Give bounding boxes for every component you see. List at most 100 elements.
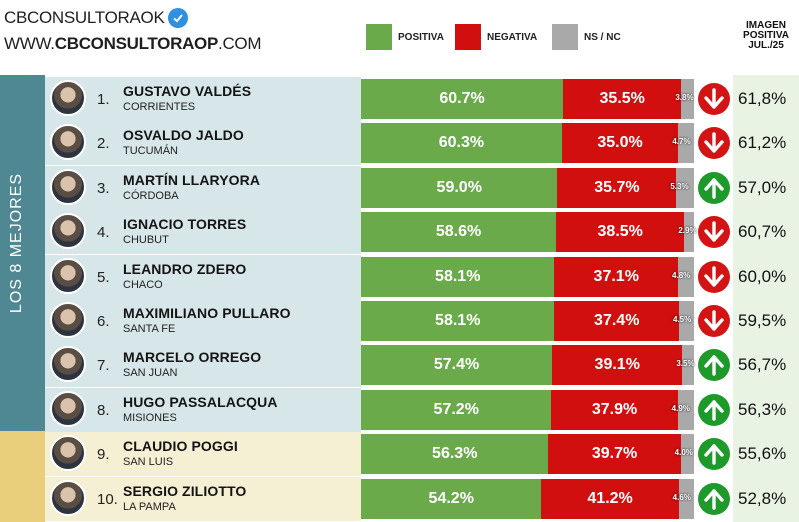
legend-swatch-positiva (366, 24, 392, 50)
arrow-up-icon (698, 438, 730, 471)
legend-label-negativa: NEGATIVA (487, 31, 538, 43)
legend-positiva: POSITIVA (366, 24, 444, 50)
bar-negativa-label: 37.4% (594, 312, 640, 329)
table-row: 7. MARCELO ORREGO SAN JUAN 57.4% 39.1% 3.5% 56… (45, 343, 799, 388)
row-background (45, 121, 361, 166)
verified-badge-icon (168, 8, 189, 28)
bar-negativa-label: 35.7% (594, 178, 640, 196)
bar-positiva: 56.3% (361, 434, 549, 475)
bar-nsnc (679, 301, 694, 341)
avatar (50, 435, 86, 472)
row-background (45, 299, 361, 343)
bar-positiva-label: 60.3% (438, 134, 485, 152)
stacked-bar: 58.1% 37.4% (361, 301, 694, 341)
arrow-down-icon (698, 216, 730, 249)
bar-nsnc-label: 4.7% (672, 137, 691, 147)
rank-number: 1. (97, 91, 110, 108)
legend-label-nsnc: NS / NC (584, 31, 621, 43)
table-row: 3. MARTÍN LLARYORA CÓRDOBA 59.0% 35.7% 5.3% 57… (45, 165, 799, 210)
bar-positiva-label: 57.4% (433, 356, 480, 374)
row-background (45, 387, 361, 432)
previous-positive-value: 61,2% (733, 121, 799, 166)
bar-positiva-label: 54.2% (428, 489, 474, 507)
table-row: 4. IGNACIO TORRES CHUBUT 58.6% 38.5% 2.9% 60,7… (45, 210, 799, 255)
previous-positive-value: 55,6% (733, 432, 799, 477)
bar-negativa: 37.9% (551, 389, 678, 430)
province-name: MISIONES (123, 411, 177, 424)
stacked-bar: 59.0% 35.7% (361, 167, 694, 208)
website-prefix: WWW. (4, 34, 55, 53)
bar-positiva: 54.2% (361, 478, 542, 519)
bar-positiva: 57.4% (361, 345, 553, 386)
avatar (50, 213, 86, 250)
rank-number: 9. (97, 446, 110, 464)
bar-nsnc (678, 478, 694, 519)
previous-positive-value: 60,7% (733, 210, 799, 255)
bar-nsnc (680, 434, 694, 475)
bar-nsnc-label: 5.3% (670, 181, 689, 191)
arrow-down-icon (698, 127, 730, 160)
previous-positive-value: 56,7% (733, 343, 799, 388)
governor-name: SERGIO ZILIOTTO (123, 482, 247, 499)
stacked-bar: 57.2% 37.9% (361, 389, 694, 430)
previous-image-header: IMAGEN POSITIVA JUL./25 (733, 21, 799, 51)
governor-name: CLAUDIO POGGI (123, 438, 238, 455)
bar-negativa-label: 35.0% (597, 134, 643, 152)
arrow-down-icon (698, 305, 730, 337)
table-row: 9. CLAUDIO POGGI SAN LUIS 56.3% 39.7% 4.0% 55,… (45, 432, 799, 477)
stacked-bar: 58.6% 38.5% (361, 212, 694, 253)
previous-positive-value: 57,0% (733, 165, 799, 210)
bar-nsnc (682, 345, 694, 386)
bar-positiva-label: 59.0% (436, 178, 482, 196)
brand-website: WWW.CBCONSULTORAOP.COM (4, 34, 262, 54)
bar-negativa: 38.5% (556, 212, 685, 253)
stacked-bar: 54.2% 41.2% (361, 478, 694, 519)
arrow-down-icon (698, 260, 730, 293)
legend-negativa: NEGATIVA (455, 24, 537, 50)
row-background (45, 210, 361, 255)
bar-nsnc-label: 3.5% (676, 359, 695, 369)
rank-number: 4. (97, 224, 110, 242)
bar-positiva: 58.1% (361, 256, 555, 297)
prev-header-line1: IMAGEN (746, 20, 786, 31)
governor-name: HUGO PASSALACQUA (123, 393, 278, 410)
row-background (45, 476, 361, 521)
bar-positiva-label: 58.1% (435, 312, 481, 329)
bar-negativa: 39.7% (548, 434, 681, 475)
bar-nsnc-label: 3.8% (675, 93, 694, 102)
previous-positive-value: 56,3% (733, 387, 799, 432)
rank-number: 2. (97, 135, 110, 153)
stacked-bar: 60.7% 35.5% (361, 79, 694, 119)
legend-swatch-nsnc (552, 24, 578, 50)
province-name: SANTA FE (123, 323, 176, 335)
bar-nsnc-label: 4.0% (674, 448, 693, 458)
bar-positiva: 60.3% (361, 123, 562, 164)
bar-negativa: 39.1% (552, 345, 683, 386)
bar-negativa: 41.2% (541, 478, 679, 519)
brand-name-text: CBCONSULTORAOK (4, 8, 165, 27)
bar-positiva: 58.6% (361, 212, 557, 253)
stacked-bar: 60.3% 35.0% (361, 123, 694, 164)
table-row: 10. SERGIO ZILIOTTO LA PAMPA 54.2% 41.2% 4.6%… (45, 476, 799, 521)
brand-block: CBCONSULTORAOK WWW.CBCONSULTORAOP.COM (4, 8, 262, 54)
avatar (50, 390, 86, 427)
bar-nsnc-label: 4.6% (672, 492, 691, 502)
bar-positiva-label: 58.6% (435, 223, 482, 241)
previous-positive-value: 61,8% (733, 77, 799, 121)
table-row: 5. LEANDRO ZDERO CHACO 58.1% 37.1% 4.8% 60,0% (45, 254, 799, 299)
bar-positiva-label: 56.3% (432, 445, 478, 463)
brand-name: CBCONSULTORAOK (4, 8, 261, 28)
table-row: 8. HUGO PASSALACQUA MISIONES 57.2% 37.9% 4.9%… (45, 387, 799, 432)
bar-nsnc (677, 389, 694, 430)
stacked-bar: 58.1% 37.1% (361, 256, 694, 297)
arrow-up-icon (698, 393, 730, 426)
province-name: TUCUMÁN (123, 145, 178, 158)
row-background (45, 77, 361, 121)
bar-nsnc (676, 167, 694, 208)
governor-name: MARTÍN LLARYORA (123, 171, 261, 188)
rank-number: 3. (97, 179, 110, 197)
row-background (45, 254, 361, 299)
bar-negativa: 35.0% (561, 123, 679, 164)
rank-number: 5. (97, 268, 110, 286)
bar-negativa-label: 37.9% (591, 400, 638, 418)
